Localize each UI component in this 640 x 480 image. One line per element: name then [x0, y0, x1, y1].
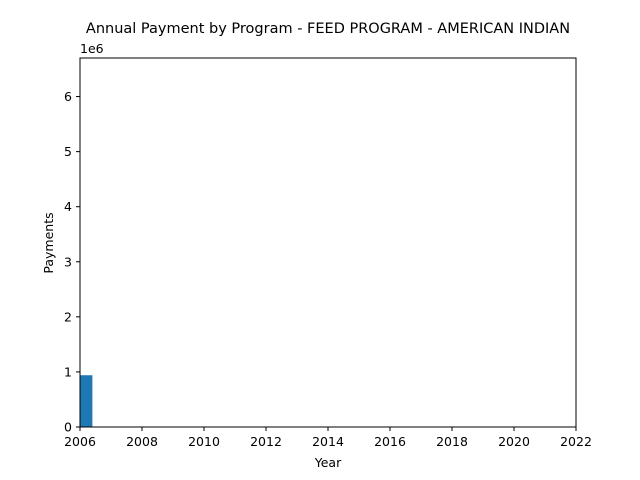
- y-tick-label: 1: [64, 364, 72, 379]
- x-tick-label: 2022: [560, 434, 592, 449]
- y-tick-label: 6: [64, 89, 72, 104]
- x-tick-label: 2012: [250, 434, 282, 449]
- y-tick-label: 3: [64, 254, 72, 269]
- x-tick-label: 2010: [188, 434, 220, 449]
- x-tick-label: 2008: [126, 434, 158, 449]
- y-tick-label: 2: [64, 309, 72, 324]
- bars-layer: [80, 375, 93, 427]
- y-tick-label: 0: [64, 420, 72, 435]
- x-tick-label: 2014: [312, 434, 344, 449]
- x-tick-label: 2018: [436, 434, 468, 449]
- y-axis-ticks: 0 1 2 3 4 5 6: [64, 89, 80, 435]
- x-tick-label: 2016: [374, 434, 406, 449]
- x-axis-ticks: 2006 2008 2010 2012 2014 2016 2018 2020 2022: [64, 427, 592, 449]
- y-tick-label: 5: [64, 144, 72, 159]
- x-tick-label: 2020: [498, 434, 530, 449]
- x-axis-label: Year: [314, 455, 342, 470]
- y-axis-offset-label: 1e6: [80, 41, 104, 56]
- y-axis-label: Payments: [41, 212, 56, 273]
- x-tick-label: 2006: [64, 434, 96, 449]
- chart-title: Annual Payment by Program - FEED PROGRAM…: [86, 21, 570, 37]
- y-tick-label: 4: [64, 199, 72, 214]
- bar-0: [80, 375, 93, 427]
